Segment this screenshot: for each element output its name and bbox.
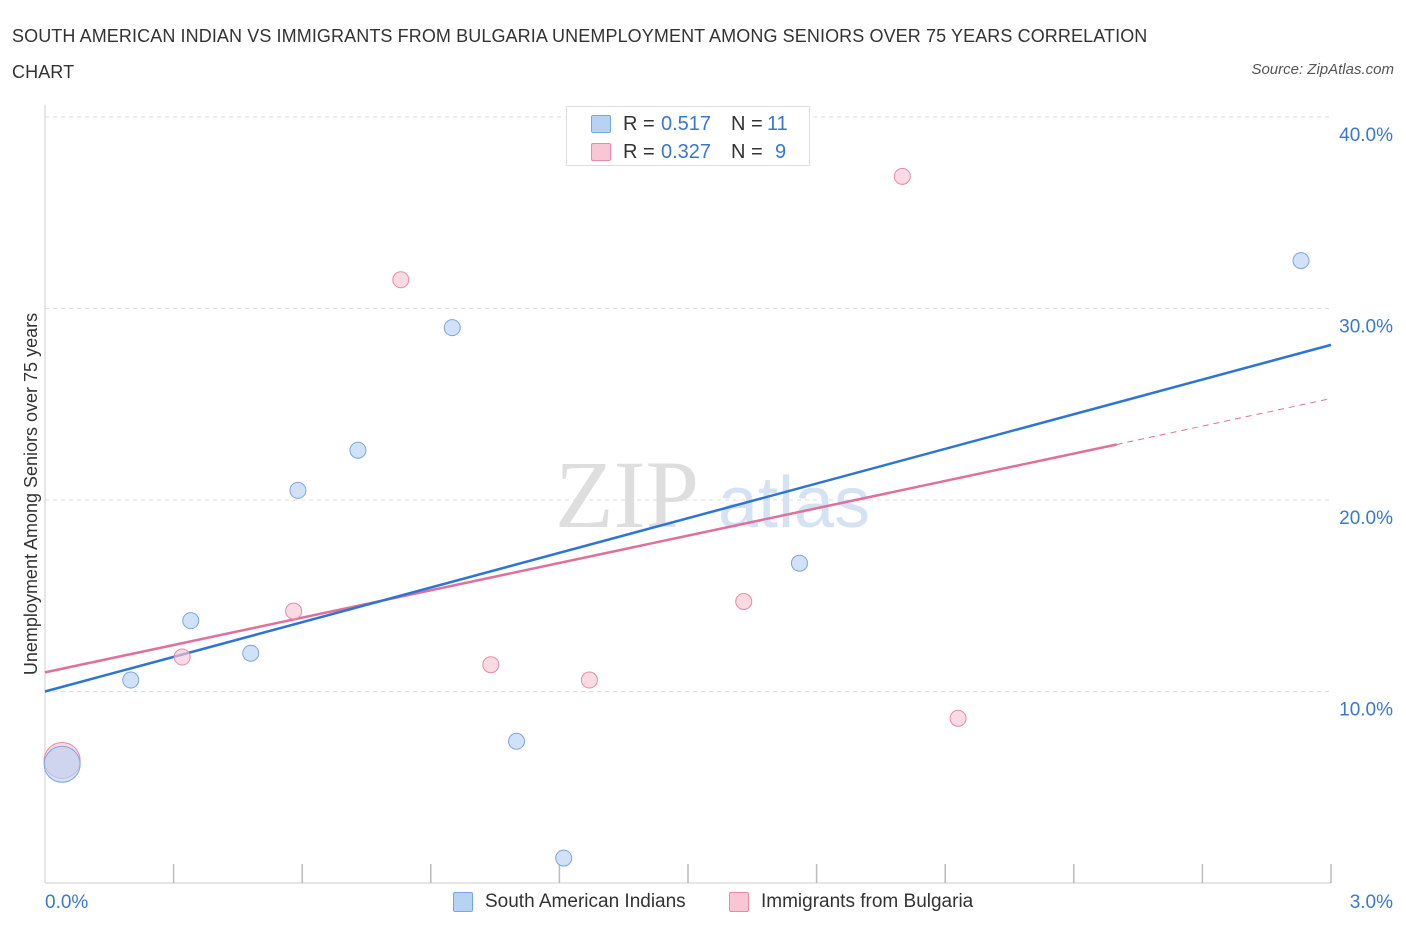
data-point-bulgaria [949, 709, 967, 727]
trend-line-south-american-indians [44, 343, 1332, 693]
trend-lines [44, 343, 1332, 693]
y-tick-label: 40.0% [1339, 125, 1393, 146]
legend-item-south-american-indians: South American Indians [453, 888, 686, 916]
data-point-south-american-indian [122, 671, 140, 689]
n-value: 11 [767, 112, 788, 135]
data-point-bulgaria [735, 592, 753, 610]
source-label: Source: ZipAtlas.com [1251, 61, 1394, 78]
y-axis-label: Unemployment Among Seniors over 75 years [21, 313, 41, 675]
legend-row-pink: R = 0.327 N = 9 [591, 140, 786, 164]
r-label: R = [623, 112, 655, 135]
data-point-south-american-indian [182, 612, 200, 630]
legend-label: Immigrants from Bulgaria [761, 891, 974, 912]
r-value: 0.517 [661, 112, 712, 135]
n-value: 9 [775, 140, 787, 163]
data-point-bulgaria [392, 271, 410, 289]
y-tick-label: 10.0% [1339, 700, 1393, 721]
legend-item-immigrants-from-bulgaria: Immigrants from Bulgaria [729, 888, 973, 916]
y-tick-label: 30.0% [1339, 317, 1393, 338]
y-tick-label: 20.0% [1339, 508, 1393, 529]
data-point-bulgaria [173, 648, 191, 666]
data-point-south-american-indian [508, 732, 526, 750]
trend-line-extension [1116, 398, 1332, 445]
tick-labels: 10.0% 20.0% 30.0% 40.0% 0.0% 3.0% [45, 125, 1393, 913]
legend-label: South American Indians [485, 891, 686, 912]
data-point-bulgaria [893, 167, 911, 185]
n-label: N = [731, 140, 763, 163]
blue-legend-swatch [453, 892, 473, 912]
data-points [43, 167, 1310, 867]
data-point-south-american-indian [242, 644, 260, 662]
data-point-south-american-indian [443, 319, 461, 337]
x-tick-marks [172, 864, 1332, 883]
data-point-south-american-indian [790, 554, 808, 572]
legend-row-blue: R = 0.517 N = 11 [591, 112, 788, 136]
pink-legend-swatch [729, 892, 749, 912]
data-point-south-american-indian [289, 481, 307, 499]
data-point-south-american-indian [1292, 252, 1310, 270]
pink-swatch [591, 143, 611, 161]
x-tick-label: 0.0% [45, 892, 88, 913]
x-tick-label: 3.0% [1350, 892, 1393, 913]
data-point-bulgaria [285, 602, 303, 620]
watermark-zip: ZIP [555, 441, 699, 548]
trend-line-immigrants-from-bulgaria [44, 443, 1117, 674]
r-label: R = [623, 140, 655, 163]
data-point-south-american-indian [555, 849, 573, 867]
watermark: ZIP atlas [555, 441, 870, 548]
grid-lines [45, 116, 1331, 692]
chart-title: SOUTH AMERICAN INDIAN VS IMMIGRANTS FROM… [12, 26, 1148, 82]
data-point-bulgaria [580, 671, 598, 689]
blue-swatch [591, 115, 611, 133]
correlation-legend: R = 0.517 N = 11 R = 0.327 N = 9 [566, 106, 810, 166]
data-point-south-american-indian [349, 441, 367, 459]
r-value: 0.327 [661, 140, 712, 163]
data-point-bulgaria [482, 656, 500, 674]
n-label: N = [731, 112, 763, 135]
data-point-south-american-indian [43, 745, 81, 783]
